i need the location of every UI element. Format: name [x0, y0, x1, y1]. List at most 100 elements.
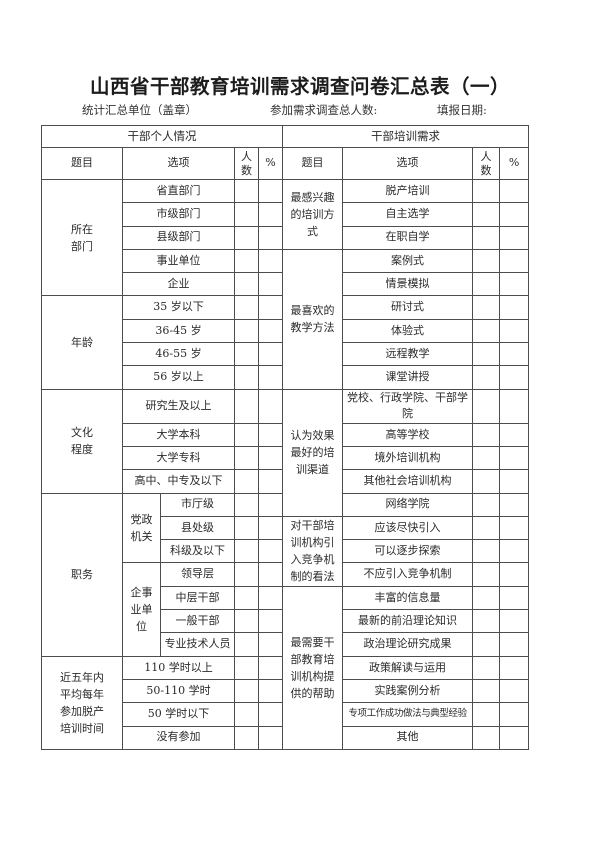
percent-cell — [257, 492, 284, 517]
count-cell — [472, 365, 501, 390]
percent-cell — [499, 515, 530, 541]
percent-cell — [499, 202, 530, 227]
percent-cell — [499, 342, 530, 367]
percent-cell — [257, 609, 284, 634]
col-header-option-left: 选项 — [122, 147, 235, 180]
count-cell — [472, 539, 501, 564]
option-cell: 政治理论研究成果 — [342, 632, 474, 657]
group-header-right: 干部培训需求 — [282, 125, 530, 148]
option-cell: 丰富的信息量 — [342, 585, 474, 611]
count-cell — [472, 318, 501, 344]
option-cell: 高等学校 — [342, 422, 474, 447]
count-cell — [234, 272, 259, 297]
subtopic-cell: 党政 机关 — [122, 492, 161, 564]
option-cell: 50 学时以下 — [122, 702, 235, 727]
percent-cell — [257, 678, 284, 704]
option-cell: 脱产培训 — [342, 178, 474, 204]
percent-cell — [499, 388, 530, 424]
percent-cell — [499, 492, 530, 517]
percent-cell — [257, 225, 284, 250]
option-cell: 研究生及以上 — [122, 388, 235, 424]
option-cell: 境外培训机构 — [342, 445, 474, 471]
percent-cell — [499, 469, 530, 494]
subtopic-cell: 企事 业单 位 — [122, 562, 161, 657]
percent-cell — [257, 725, 284, 750]
count-cell — [234, 632, 259, 657]
option-cell: 研讨式 — [342, 295, 474, 320]
option-cell: 体验式 — [342, 318, 474, 344]
option-cell: 不应引入竞争机制 — [342, 562, 474, 587]
count-cell — [234, 248, 259, 274]
count-cell — [472, 295, 501, 320]
option-cell: 110 学时以上 — [122, 655, 235, 680]
option-cell: 实践案例分析 — [342, 678, 474, 704]
percent-cell — [257, 295, 284, 320]
percent-cell — [257, 422, 284, 447]
option-cell: 课堂讲授 — [342, 365, 474, 390]
percent-cell — [257, 515, 284, 541]
count-cell — [234, 318, 259, 344]
percent-cell — [257, 202, 284, 227]
topic-cell: 年龄 — [41, 295, 123, 390]
option-cell: 应该尽快引入 — [342, 515, 474, 541]
count-cell — [472, 445, 501, 471]
percent-cell — [499, 539, 530, 564]
option-cell: 省直部门 — [122, 178, 235, 204]
count-cell — [472, 492, 501, 517]
count-cell — [472, 585, 501, 611]
count-cell — [234, 725, 259, 750]
count-cell — [472, 342, 501, 367]
percent-cell — [257, 585, 284, 611]
option-cell: 50-110 学时 — [122, 678, 235, 704]
option-cell: 自主选学 — [342, 202, 474, 227]
option-cell: 一般干部 — [160, 609, 235, 634]
percent-cell — [499, 678, 530, 704]
page-title: 山西省干部教育培训需求调查问卷汇总表（一） — [89, 75, 510, 98]
topic-cell: 文化 程度 — [41, 388, 123, 494]
percent-cell — [499, 225, 530, 250]
count-cell — [472, 422, 501, 447]
option-cell: 最新的前沿理论知识 — [342, 609, 474, 634]
count-cell — [234, 562, 259, 587]
group-header-left: 干部个人情况 — [40, 125, 284, 148]
count-cell — [234, 585, 259, 611]
option-cell: 企业 — [122, 272, 235, 297]
percent-cell — [257, 632, 284, 657]
percent-cell — [257, 365, 284, 390]
col-header-option-right: 选项 — [342, 147, 474, 180]
percent-cell — [257, 562, 284, 587]
topic-cell: 对干部培 训机构引 入竞争机 制的看法 — [282, 515, 344, 587]
count-cell — [234, 515, 259, 541]
report-date-label: 填报日期: — [437, 103, 487, 117]
option-cell: 高中、中专及以下 — [122, 469, 235, 494]
option-cell: 35 岁以下 — [122, 295, 235, 320]
option-cell: 县处级 — [160, 515, 235, 541]
percent-cell — [499, 365, 530, 390]
percent-cell — [499, 422, 530, 447]
percent-cell — [257, 539, 284, 564]
percent-cell — [499, 272, 530, 297]
option-cell: 市厅级 — [160, 492, 235, 517]
topic-cell: 最需要干 部教育培 训机构提 供的帮助 — [282, 585, 344, 750]
count-cell — [234, 492, 259, 517]
count-cell — [234, 702, 259, 727]
option-cell: 其他 — [342, 725, 474, 750]
count-cell — [234, 202, 259, 227]
topic-cell: 认为效果 最好的培 训渠道 — [282, 388, 344, 517]
col-header-percent-left: % — [257, 147, 284, 180]
percent-cell — [499, 725, 530, 750]
count-cell — [234, 678, 259, 704]
percent-cell — [499, 585, 530, 611]
option-cell: 专业技术人员 — [160, 632, 235, 657]
count-cell — [472, 178, 501, 204]
col-header-count-right: 人数 — [472, 147, 501, 180]
percent-cell — [499, 702, 530, 727]
col-header-topic-right: 题目 — [282, 147, 344, 180]
option-cell: 46-55 岁 — [122, 342, 235, 367]
percent-cell — [499, 632, 530, 657]
option-cell: 网络学院 — [342, 492, 474, 517]
count-cell — [472, 609, 501, 634]
count-cell — [472, 725, 501, 750]
option-cell: 没有参加 — [122, 725, 235, 750]
count-cell — [472, 469, 501, 494]
